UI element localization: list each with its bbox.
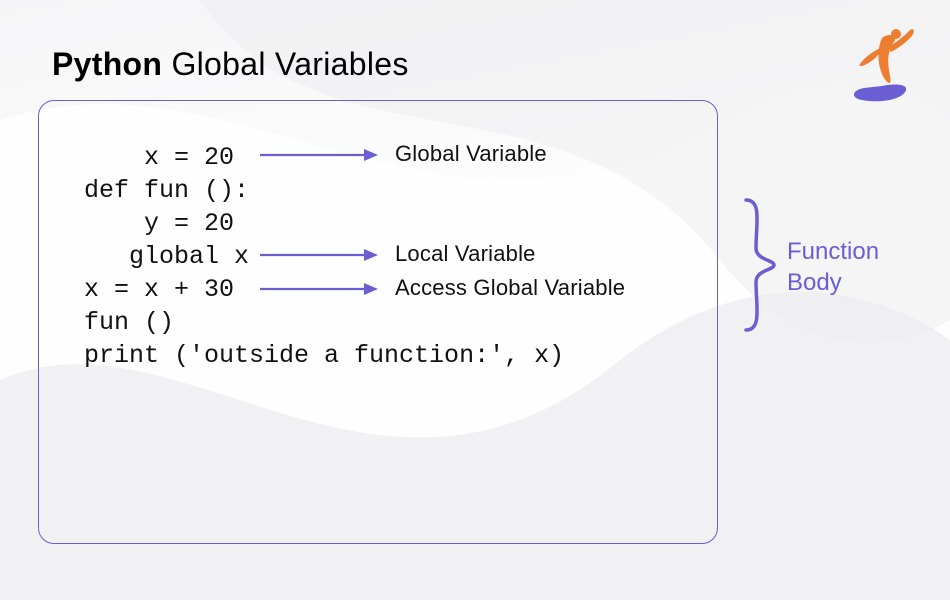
code-line: fun ()	[69, 306, 687, 339]
title-rest: Global Variables	[162, 46, 408, 82]
annotation-local-variable: Local Variable	[395, 241, 536, 267]
code-line: y = 20	[69, 207, 687, 240]
code-panel: x = 20 def fun (): y = 20 global x x = x…	[38, 100, 718, 544]
arrow-access-global-icon	[260, 280, 380, 298]
function-body-brace-icon	[740, 196, 780, 334]
brace-label-line2: Body	[787, 269, 842, 296]
annotation-global-variable: Global Variable	[395, 141, 547, 167]
brace-label-line1: Function	[787, 238, 879, 265]
title-bold: Python	[52, 46, 162, 82]
function-body-label: Function Body	[787, 236, 879, 298]
code-line: def fun ():	[69, 174, 687, 207]
arrow-local-variable-icon	[260, 246, 380, 264]
code-line: print ('outside a function:', x)	[69, 339, 687, 372]
arrow-global-variable-icon	[260, 146, 380, 164]
annotation-access-global: Access Global Variable	[395, 275, 625, 301]
brand-logo-icon	[846, 28, 918, 106]
page-title: Python Global Variables	[52, 46, 409, 83]
